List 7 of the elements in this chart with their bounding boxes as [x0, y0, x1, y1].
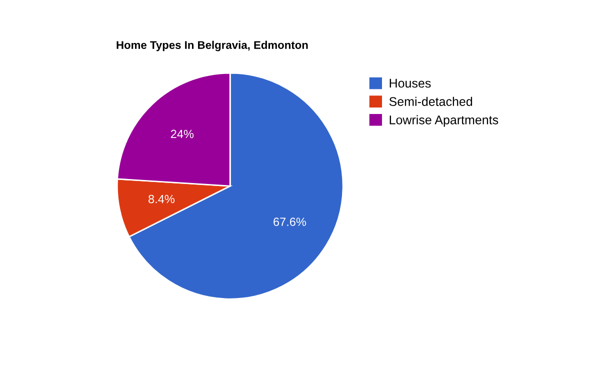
data-label: 8.4%	[148, 194, 175, 204]
data-label: 67.6%	[274, 218, 306, 226]
legend-label: Lowrise Apartments	[390, 115, 498, 127]
data-label: 24%	[170, 130, 194, 138]
legend-label: Semi-detached	[389, 96, 472, 106]
legend-label: Houses	[390, 78, 431, 88]
chart-title: Home Types In Belgravia, Edmonton	[116, 40, 308, 52]
